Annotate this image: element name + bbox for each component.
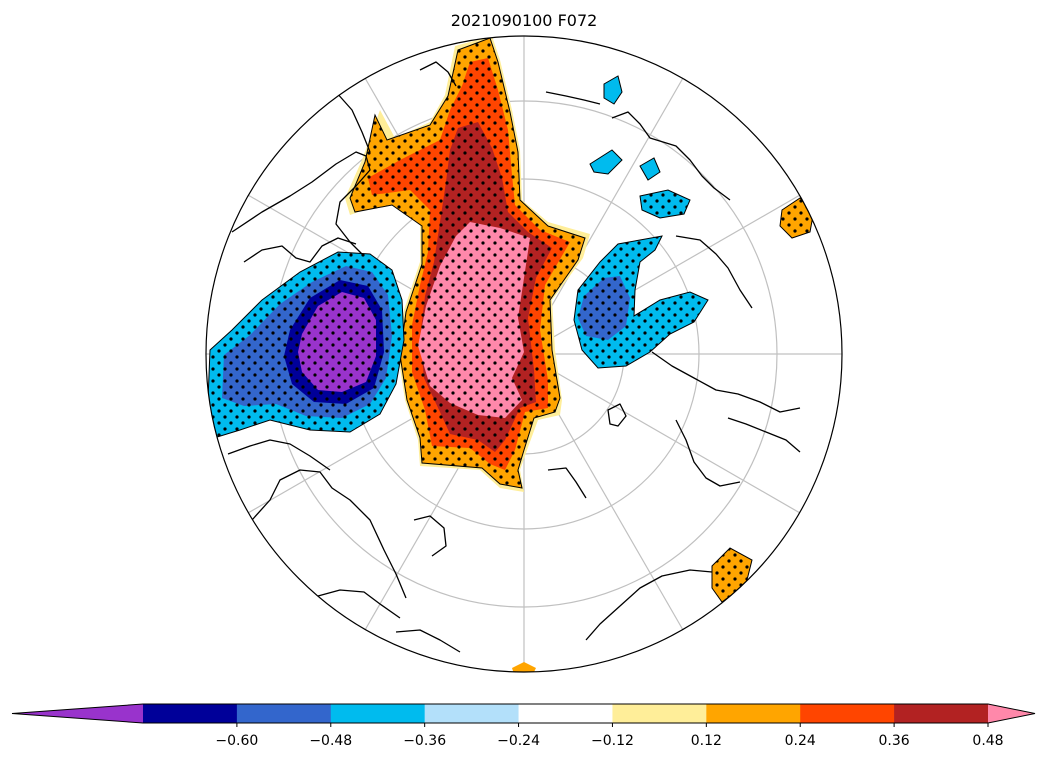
- colorbar-bin: [330, 704, 426, 723]
- colorbar-bin: [800, 704, 895, 723]
- positive-patch-south-dots: [712, 548, 752, 602]
- colorbar-bin: [236, 704, 332, 723]
- colorbar-tick-label: 0.24: [785, 733, 816, 749]
- colorbar-tick-label: −0.36: [403, 733, 446, 749]
- positive-patch-bottom: [512, 662, 536, 672]
- colorbar-extend-min: [12, 704, 143, 723]
- negative-patch-2: [589, 149, 623, 175]
- colorbar-tick-label: 0.36: [879, 733, 910, 749]
- polar-map: [205, 35, 843, 673]
- colorbar-tick-label: −0.24: [497, 733, 540, 749]
- negative-patch-3-dots: [640, 190, 690, 218]
- colorbar-tick-label: 0.12: [691, 733, 722, 749]
- colorbar-bin: [518, 704, 613, 723]
- negative-stippling-west: [207, 251, 405, 439]
- negative-patch-4: [639, 157, 661, 181]
- colorbar-bin: [424, 704, 520, 723]
- colorbar-bin: [894, 704, 989, 723]
- colorbar: −0.60 −0.48 −0.36 −0.24 −0.12 0.12 0.24 0.36 0.4…: [11, 703, 1036, 749]
- map-title: 2021090100 F072: [451, 11, 598, 30]
- colorbar-tick-label: −0.12: [591, 733, 634, 749]
- positive-stippling: [349, 37, 586, 489]
- colorbar-tick-label: −0.60: [215, 733, 258, 749]
- colorbar-tick-label: 0.48: [972, 733, 1003, 749]
- colorbar-extend-max: [988, 704, 1035, 723]
- colorbar-bin: [143, 704, 238, 723]
- map-border: [205, 35, 843, 673]
- colorbar-bin: [706, 704, 801, 723]
- negative-patch-1: [603, 75, 623, 105]
- colorbar-tick-label: −0.48: [309, 733, 352, 749]
- positive-patch-east-dots: [780, 198, 814, 238]
- colorbar-outline: [11, 703, 1036, 724]
- colorbar-bin: [612, 704, 707, 723]
- negative-stippling-east: [574, 236, 708, 368]
- coastlines: [227, 61, 801, 653]
